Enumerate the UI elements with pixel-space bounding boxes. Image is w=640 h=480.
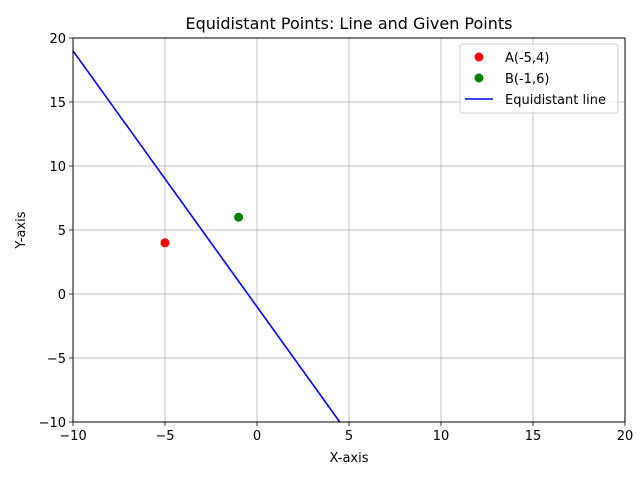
legend-label: A(-5,4) xyxy=(505,51,549,66)
ticks: −10 −5 0 5 10 15 20 −10 −5 0 5 10 15 20 xyxy=(39,32,634,444)
x-tick-label: 15 xyxy=(525,429,542,444)
x-tick-label: 10 xyxy=(433,429,450,444)
y-tick-label: 15 xyxy=(49,96,66,111)
series-layer xyxy=(72,50,341,423)
x-tick-label: −5 xyxy=(155,429,174,444)
y-tick-label: 5 xyxy=(58,224,66,239)
x-tick-label: −10 xyxy=(59,429,86,444)
x-tick-label: 0 xyxy=(253,429,261,444)
x-tick-label: 20 xyxy=(617,429,634,444)
legend-box xyxy=(459,43,619,114)
y-tick-label: −5 xyxy=(47,352,66,367)
scatter-point xyxy=(160,238,170,248)
legend-point-swatch xyxy=(474,52,484,62)
legend-label: B(-1,6) xyxy=(505,72,549,87)
y-tick-label: 0 xyxy=(58,288,66,303)
y-axis-label: Y-axis xyxy=(14,211,29,249)
y-tick-label: 10 xyxy=(49,160,66,175)
equidistant-line xyxy=(72,50,341,423)
legend-point-swatch xyxy=(474,73,484,83)
scatter-point xyxy=(234,212,244,222)
legend: A(-5,4) B(-1,6) Equidistant line xyxy=(459,43,619,114)
x-tick-label: 5 xyxy=(345,429,353,444)
y-tick-label: 20 xyxy=(49,32,66,47)
y-tick-label: −10 xyxy=(39,416,66,431)
legend-label: Equidistant line xyxy=(505,93,606,108)
chart-title: Equidistant Points: Line and Given Point… xyxy=(186,14,513,33)
x-axis-label: X-axis xyxy=(330,451,369,466)
